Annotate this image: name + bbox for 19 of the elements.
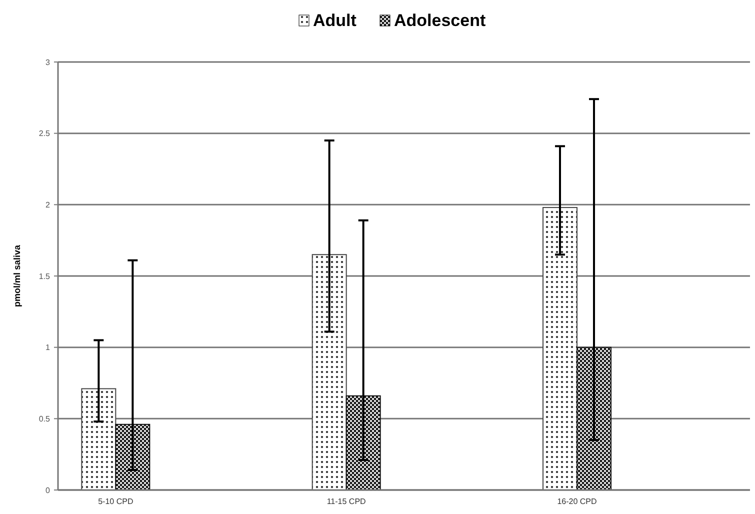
x-tick-label: 5-10 CPD	[98, 497, 134, 506]
y-tick-label: 0.5	[38, 414, 51, 424]
bar	[312, 254, 347, 490]
y-tick-label: 2	[46, 200, 51, 210]
y-tick-label: 1.5	[38, 272, 51, 281]
y-tick-label: 3	[46, 58, 51, 67]
y-tick-label: 1	[46, 343, 51, 352]
y-tick-label: 0	[46, 486, 51, 495]
bar	[542, 207, 578, 490]
x-tick-label: 16-20 CPD	[557, 497, 598, 506]
bar	[81, 388, 116, 490]
bar	[115, 424, 150, 490]
y-axis-title: pmol/ml saliva	[12, 244, 22, 308]
y-tick-label: 2.5	[38, 129, 51, 138]
bar	[576, 346, 612, 490]
bar	[346, 395, 381, 490]
x-tick-label: 11-15 CPD	[326, 497, 366, 506]
legend-label: Adult	[313, 11, 357, 30]
legend-label: Adolescent	[394, 11, 486, 30]
